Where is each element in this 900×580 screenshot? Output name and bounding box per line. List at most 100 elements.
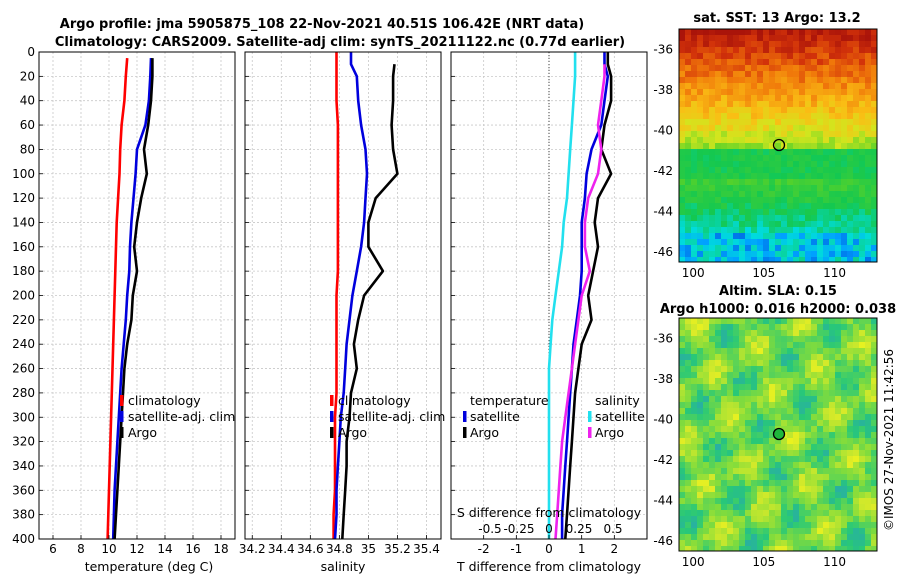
sst-cell	[763, 209, 770, 216]
sst-cell	[775, 161, 782, 168]
sla-cell	[859, 438, 866, 445]
sla-cell	[757, 366, 764, 373]
sla-cell	[787, 438, 794, 445]
sst-cell	[829, 95, 836, 102]
sst-cell	[721, 173, 728, 180]
sst-cell	[859, 65, 866, 72]
map-y-tick-label: -44	[653, 204, 673, 218]
sst-cell	[847, 77, 854, 84]
sst-cell	[841, 233, 848, 240]
sst-cell	[685, 137, 692, 144]
sst-cell	[811, 65, 818, 72]
sst-cell	[691, 71, 698, 78]
sst-cell	[787, 113, 794, 120]
sla-cell	[865, 348, 872, 355]
sst-cell	[691, 107, 698, 114]
sst-cell	[775, 59, 782, 66]
sla-cell	[787, 534, 794, 541]
sla-cell	[691, 510, 698, 517]
sst-cell	[751, 185, 758, 192]
sla-cell	[685, 504, 692, 511]
sla-cell	[733, 522, 740, 529]
sla-cell	[787, 432, 794, 439]
sla-cell	[805, 318, 812, 325]
sst-cell	[829, 113, 836, 120]
sst-cell	[703, 173, 710, 180]
sst-cell	[727, 125, 734, 132]
sst-cell	[799, 65, 806, 72]
sst-cell	[823, 191, 830, 198]
sst-cell	[787, 203, 794, 210]
sst-cell	[679, 131, 686, 138]
sst-cell	[745, 197, 752, 204]
sla-cell	[811, 378, 818, 385]
sst-cell	[697, 149, 704, 156]
sst-cell	[703, 161, 710, 168]
sla-cell	[835, 402, 842, 409]
sla-cell	[829, 444, 836, 451]
sst-cell	[721, 119, 728, 126]
sla-cell	[697, 408, 704, 415]
sst-cell	[805, 197, 812, 204]
sst-cell	[829, 41, 836, 48]
sla-cell	[751, 504, 758, 511]
sla-cell	[763, 324, 770, 331]
sla-cell	[727, 390, 734, 397]
sst-cell	[697, 77, 704, 84]
sla-cell	[751, 396, 758, 403]
sla-cell	[835, 342, 842, 349]
sst-cell	[841, 239, 848, 246]
sst-cell	[859, 209, 866, 216]
sst-cell	[691, 257, 698, 262]
sla-cell	[679, 546, 686, 551]
sst-cell	[751, 47, 758, 54]
sla-cell	[733, 432, 740, 439]
legend-title-salinity: salinity	[595, 393, 640, 408]
sst-cell	[817, 95, 824, 102]
sst-cell	[859, 221, 866, 228]
sst-cell	[805, 77, 812, 84]
sst-cell	[811, 245, 818, 252]
sst-cell	[811, 35, 818, 42]
sst-cell	[799, 143, 806, 150]
sst-cell	[781, 35, 788, 42]
sla-cell	[871, 390, 877, 397]
sla-cell	[727, 426, 734, 433]
sla-cell	[775, 504, 782, 511]
sla-cell	[763, 546, 770, 551]
sst-cell	[709, 203, 716, 210]
sst-cell	[751, 173, 758, 180]
sst-cell	[823, 239, 830, 246]
sst-cell	[757, 161, 764, 168]
sla-cell	[745, 432, 752, 439]
sla-cell	[703, 426, 710, 433]
sst-cell	[811, 107, 818, 114]
sst-cell	[685, 257, 692, 262]
sla-cell	[745, 366, 752, 373]
sla-cell	[751, 420, 758, 427]
sla-cell	[769, 480, 776, 487]
sst-cell	[691, 131, 698, 138]
sla-cell	[781, 378, 788, 385]
sla-cell	[709, 390, 716, 397]
sla-cell	[865, 468, 872, 475]
legend-label-temp-argo: Argo	[470, 425, 499, 440]
sst-cell	[751, 107, 758, 114]
sla-cell	[805, 324, 812, 331]
sla-cell	[817, 384, 824, 391]
sst-cell	[703, 41, 710, 48]
sla-cell	[871, 510, 877, 517]
sla-cell	[805, 390, 812, 397]
sla-cell	[793, 534, 800, 541]
sla-cell	[841, 342, 848, 349]
sst-cell	[751, 101, 758, 108]
sla-cell	[727, 366, 734, 373]
sla-cell	[727, 348, 734, 355]
sst-cell	[811, 197, 818, 204]
legend-label-satellite: satellite-adj. clim	[128, 409, 235, 424]
sst-cell	[691, 143, 698, 150]
sla-cell	[775, 402, 782, 409]
sst-cell	[691, 155, 698, 162]
map-y-tick-label: -38	[653, 83, 673, 97]
